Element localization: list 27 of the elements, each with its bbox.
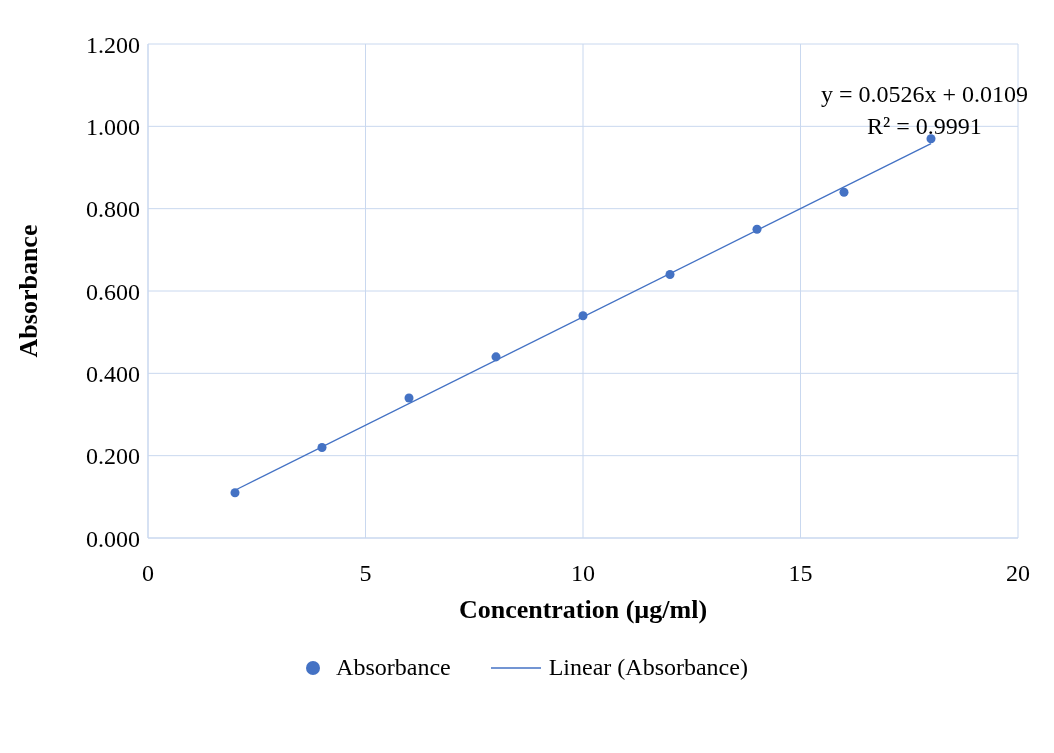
x-tick-label: 0 — [142, 560, 154, 587]
x-tick-label: 10 — [571, 560, 595, 587]
x-tick-label: 15 — [788, 560, 813, 587]
legend-label: Linear (Absorbance) — [548, 654, 748, 681]
point — [926, 134, 936, 144]
point — [491, 352, 501, 362]
x-axis-title: Concentration (µg/ml) — [458, 595, 708, 624]
y-tick-label: 0.000 — [86, 525, 140, 552]
point — [578, 311, 588, 321]
point — [404, 393, 414, 403]
x-tick-label: 20 — [1006, 560, 1030, 587]
y-tick-label: 1.000 — [86, 113, 140, 140]
point — [839, 187, 849, 197]
annotation: R² = 0.9991 — [866, 112, 983, 141]
point — [317, 442, 327, 452]
point — [230, 488, 240, 498]
x-tick-label: 5 — [359, 560, 372, 587]
point — [665, 270, 675, 280]
y-tick-label: 0.600 — [86, 278, 140, 305]
y-tick-label: 0.800 — [86, 196, 140, 223]
y-axis-title: Absorbance — [14, 224, 44, 358]
y-tick-label: 1.200 — [86, 31, 140, 58]
y-tick-label: 0.400 — [86, 360, 140, 387]
point — [752, 224, 762, 234]
legend-label: Absorbance — [336, 654, 451, 681]
y-tick-label: 0.200 — [86, 443, 140, 470]
annotation: y = 0.0526x + 0.0109 — [820, 80, 1028, 109]
